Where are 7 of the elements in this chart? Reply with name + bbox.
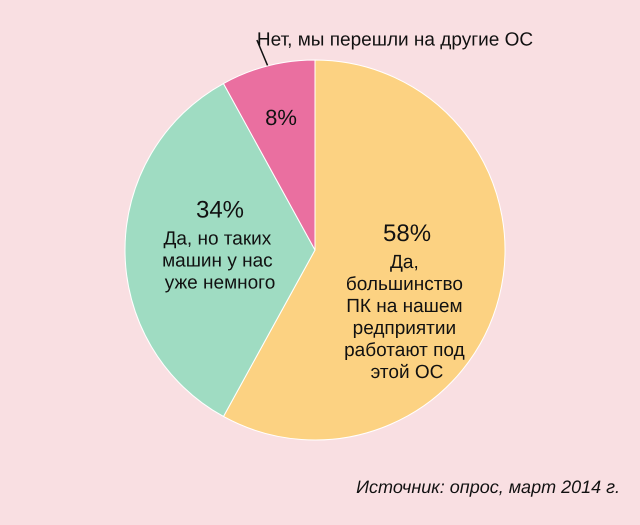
data-label: 8% — [265, 105, 297, 130]
data-label: 34% — [196, 196, 244, 224]
slice-label: Нет, мы перешли на другие ОС — [256, 30, 534, 50]
slice-label: Да, большинство ПК на нашем редприятии работают под этой ОС — [344, 252, 470, 384]
slice-label: Да, но таких машин у нас уже немного — [162, 228, 278, 294]
text: Источник: опрос, март 2014 г. — [356, 477, 620, 497]
data-label: 58% — [382, 220, 432, 248]
